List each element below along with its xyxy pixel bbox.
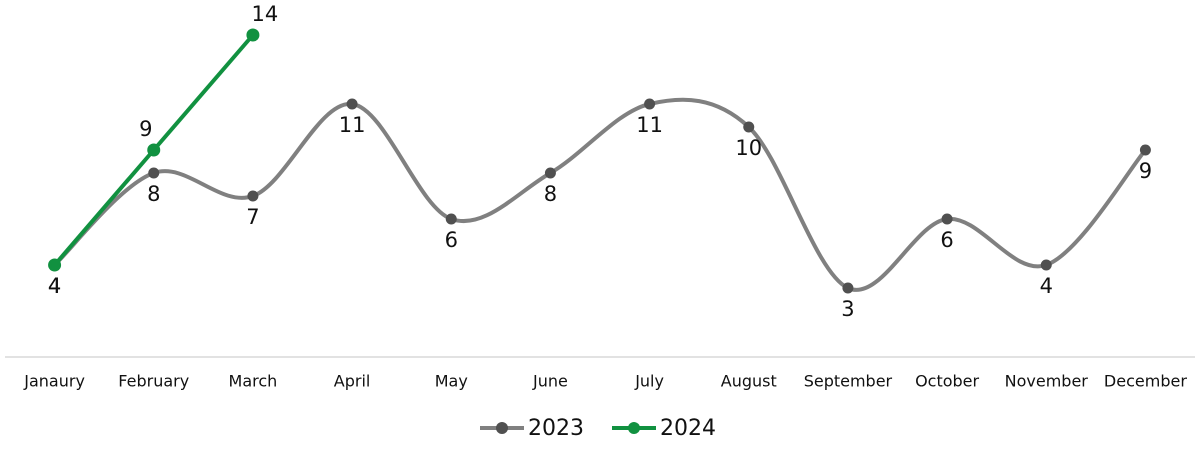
legend-label: 2023 (528, 416, 584, 441)
x-tick-label: August (721, 372, 777, 391)
x-tick-label: March (229, 372, 278, 391)
data-label: 9 (139, 117, 152, 141)
data-label: 8 (544, 182, 557, 206)
x-tick-label: June (532, 372, 568, 391)
series-line (53, 97, 1147, 292)
data-point (247, 190, 259, 202)
legend-label: 2024 (660, 416, 716, 441)
data-point (941, 213, 953, 225)
data-point (1139, 144, 1151, 156)
data-point (147, 143, 161, 157)
data-label: 11 (339, 113, 366, 137)
data-label: 3 (841, 297, 854, 321)
x-tick-label: February (118, 372, 189, 391)
data-label: 11 (636, 113, 663, 137)
x-tick-label: December (1104, 372, 1187, 391)
data-label: 8 (147, 182, 160, 206)
data-label: 7 (246, 205, 259, 229)
legend-marker (628, 422, 640, 434)
data-label: 14 (252, 2, 279, 26)
data-label: 6 (940, 228, 953, 252)
x-tick-label: October (915, 372, 979, 391)
data-label: 4 (48, 274, 61, 298)
data-label: 10 (735, 136, 762, 160)
data-point (445, 213, 457, 225)
data-label: 4 (1040, 274, 1053, 298)
data-point (743, 121, 755, 133)
data-point (346, 98, 358, 110)
data-point (644, 98, 656, 110)
data-point (48, 258, 62, 272)
x-tick-label: November (1005, 372, 1089, 391)
data-point (148, 167, 160, 179)
data-label: 9 (1139, 159, 1152, 183)
x-tick-label: September (804, 372, 893, 391)
data-label: 6 (445, 228, 458, 252)
data-label: 4 (48, 274, 61, 298)
data-point (1040, 259, 1052, 271)
data-point (544, 167, 556, 179)
x-tick-label: Janaury (23, 372, 85, 391)
data-point (246, 28, 260, 42)
x-tick-label: May (435, 372, 468, 391)
data-point (842, 282, 854, 294)
x-tick-label: April (334, 372, 371, 391)
x-tick-label: July (634, 372, 664, 391)
legend-marker (496, 422, 508, 434)
